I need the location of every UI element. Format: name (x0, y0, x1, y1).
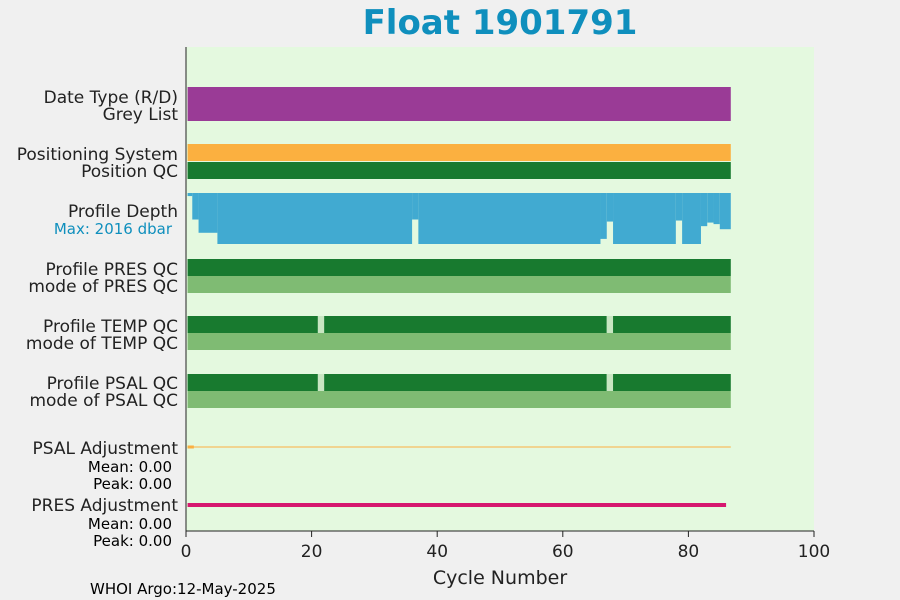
temp-qc-gap (606, 316, 614, 333)
label-psal-adjustment-mean: Mean: 0.00 (88, 458, 172, 476)
pres-qc-mode-bar (187, 276, 731, 293)
label-positioning-system: Positioning System (17, 145, 178, 165)
label-profile-psal-qc: Profile PSAL QC (47, 374, 178, 394)
label-pres-adjustment-peak: Peak: 0.00 (93, 532, 172, 550)
temp-qc-bar (613, 316, 731, 333)
temp-qc-bar (187, 316, 318, 333)
x-tick-label: 100 (798, 542, 830, 562)
x-tick-label: 60 (552, 542, 574, 562)
psal-qc-gap (606, 374, 614, 391)
psal-qc-bar (187, 374, 318, 391)
label-mode-psal-qc: mode of PSAL QC (29, 391, 178, 411)
profile-depth-bar (700, 193, 708, 227)
profile-depth-bar (187, 193, 193, 197)
psal-qc-bar (613, 374, 731, 391)
position-qc-bar (187, 162, 731, 179)
label-pres-adjustment-mean: Mean: 0.00 (88, 515, 172, 533)
label-grey-list: Grey List (103, 105, 179, 125)
profile-depth-bar (217, 193, 413, 244)
profile-depth-bar (682, 193, 701, 244)
label-profile-pres-qc: Profile PRES QC (45, 260, 178, 280)
positioning-system-bar (187, 144, 731, 161)
label-max-depth: Max: 2016 dbar (54, 220, 173, 238)
temp-qc-mode-bar (187, 333, 731, 350)
psal-adjustment-marker (187, 445, 194, 449)
profile-depth-bar (418, 193, 601, 244)
x-tick-label: 0 (181, 542, 192, 562)
profile-depth-bar (606, 193, 614, 222)
profile-depth-bar (675, 193, 683, 221)
x-tick-label: 40 (426, 542, 448, 562)
label-psal-adjustment: PSAL Adjustment (33, 439, 179, 459)
pres-qc-bar (187, 259, 731, 276)
profile-depth-bar (600, 193, 607, 239)
psal-qc-bar (324, 374, 607, 391)
psal-qc-mode-bar (187, 391, 731, 408)
profile-depth-bar (412, 193, 419, 220)
profile-depth-bar (198, 193, 218, 233)
temp-qc-gap (317, 316, 325, 333)
footer-credit: WHOI Argo:12-May-2025 (90, 580, 276, 598)
label-pres-adjustment: PRES Adjustment (31, 496, 178, 516)
label-mode-temp-qc: mode of TEMP QC (26, 334, 178, 354)
label-psal-adjustment-peak: Peak: 0.00 (93, 475, 172, 493)
x-axis-label: Cycle Number (433, 567, 567, 589)
temp-qc-bar (324, 316, 607, 333)
label-mode-pres-qc: mode of PRES QC (28, 277, 178, 297)
x-tick-label: 20 (301, 542, 323, 562)
chart-title: Float 1901791 (363, 3, 638, 43)
x-tick-label: 80 (678, 542, 700, 562)
profile-depth-bar (719, 193, 731, 230)
profile-depth-bar (192, 193, 199, 220)
label-profile-temp-qc: Profile TEMP QC (43, 317, 178, 337)
label-date-type: Date Type (R/D) (44, 88, 178, 108)
profile-depth-bar (613, 193, 676, 244)
psal-qc-gap (317, 374, 325, 391)
label-position-qc: Position QC (81, 162, 178, 182)
label-profile-depth: Profile Depth (68, 202, 178, 222)
profile-depth-bar (713, 193, 720, 225)
profile-depth-bar (707, 193, 714, 223)
date-type-bar (187, 87, 731, 121)
